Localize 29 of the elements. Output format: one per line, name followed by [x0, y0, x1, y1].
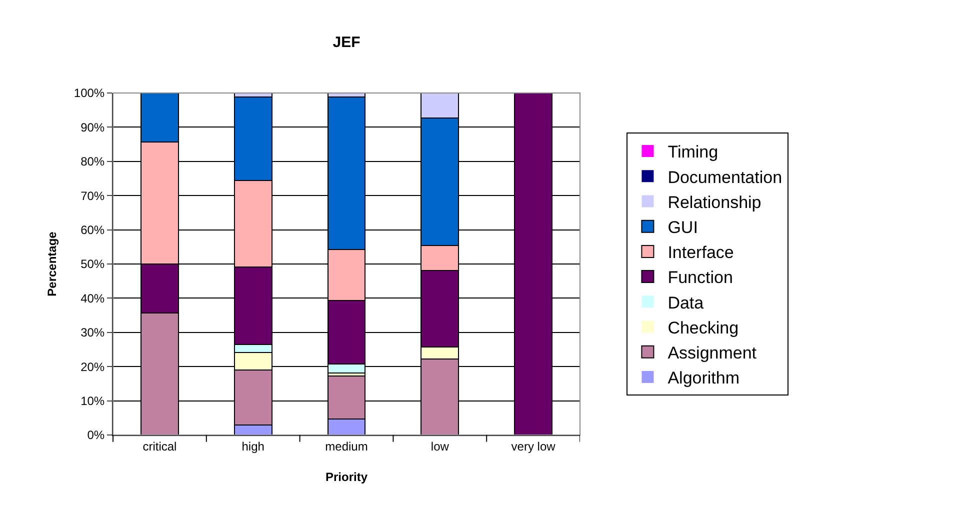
y-tick-label: 40%: [80, 291, 105, 306]
legend-label: Documentation: [668, 168, 782, 187]
x-tick-label: very low: [511, 439, 556, 454]
legend-label: Checking: [668, 318, 739, 338]
legend-label: Algorithm: [668, 368, 740, 388]
x-tick-label: critical: [142, 439, 177, 454]
y-tick-label: 80%: [80, 154, 105, 169]
legend-label: GUI: [668, 218, 698, 237]
y-tick-label: 100%: [74, 86, 105, 100]
y-tick-label: 70%: [80, 188, 105, 203]
y-tick-label: 20%: [80, 360, 105, 374]
x-axis-title: Priority: [325, 470, 368, 484]
chart-title: JEF: [332, 34, 360, 51]
y-tick-label: 60%: [80, 223, 105, 237]
x-tick-label: low: [430, 439, 450, 454]
y-tick-label: 90%: [80, 120, 105, 134]
legend-label: Relationship: [668, 192, 762, 212]
legend-label: Function: [668, 268, 733, 288]
legend-label: Interface: [668, 243, 734, 262]
x-tick-label: medium: [325, 439, 368, 454]
x-tick-label: high: [242, 439, 264, 454]
y-tick-label: 0%: [87, 428, 105, 442]
y-axis-title: Percentage: [45, 231, 60, 296]
legend-label: Assignment: [668, 343, 757, 362]
legend-label: Timing: [668, 142, 718, 162]
y-tick-label: 10%: [80, 394, 105, 408]
y-tick-label: 50%: [80, 257, 105, 272]
y-tick-label: 30%: [80, 326, 105, 340]
legend-label: Data: [668, 293, 704, 312]
